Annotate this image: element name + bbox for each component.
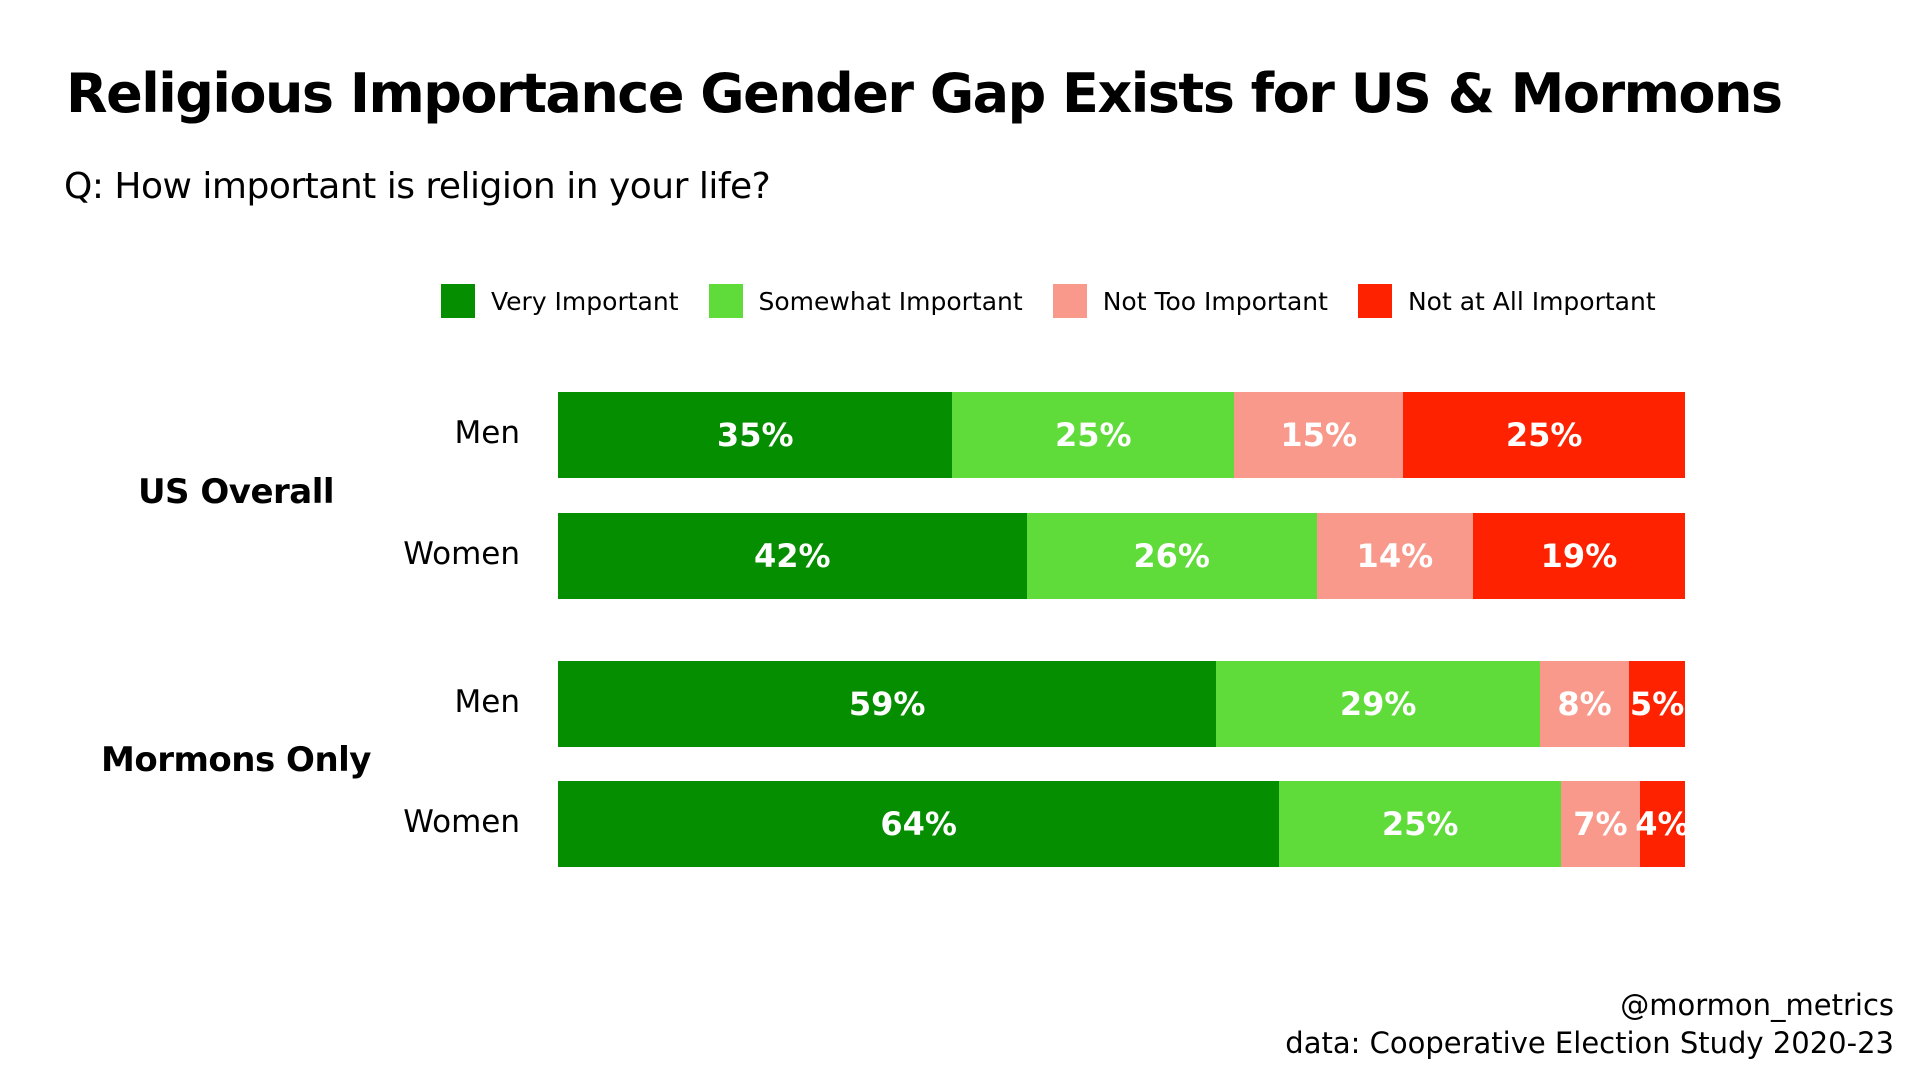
bar-segment: 42% (558, 513, 1027, 599)
bar-segment: 5% (1629, 661, 1685, 747)
bar-segment: 29% (1216, 661, 1540, 747)
footer-handle: @mormon_metrics (1620, 988, 1894, 1022)
bar-segment: 14% (1316, 513, 1473, 599)
bar-segment: 59% (558, 661, 1217, 747)
bar-segment: 25% (1403, 392, 1685, 478)
group-label: Mormons Only (101, 740, 371, 780)
legend-swatch (1052, 284, 1087, 318)
legend: Very Important Somewhat Important Not Too … (441, 284, 1686, 318)
bar-segment: 15% (1234, 392, 1404, 478)
legend-swatch (708, 284, 743, 318)
group-label: US Overall (137, 472, 335, 512)
bar-segment: 8% (1539, 661, 1630, 747)
row-label: Men (454, 684, 520, 720)
bar-segment: 4% (1635, 781, 1690, 867)
chart-title: Religious Importance Gender Gap Exists f… (66, 62, 1783, 125)
chart-subtitle: Q: How important is religion in your lif… (64, 166, 771, 207)
stacked-bar: 35% 25% 15% 25% (558, 392, 1685, 478)
legend-label: Not Too Important (1102, 286, 1328, 316)
legend-item: Not at All Important (1357, 284, 1656, 318)
legend-swatch (1357, 284, 1392, 318)
bar-segment: 64% (558, 781, 1280, 867)
legend-label: Somewhat Important (758, 286, 1023, 316)
bar-segment: 35% (558, 392, 953, 478)
legend-label: Very Important (491, 286, 679, 316)
legend-swatch (441, 284, 475, 318)
stacked-bar: 42% 26% 14% 19% (558, 513, 1685, 599)
stacked-bar: 64% 25% 7% 4% (558, 781, 1690, 867)
legend-item: Somewhat Important (708, 284, 1023, 318)
bar-segment: 7% (1561, 781, 1640, 867)
bar-segment: 25% (952, 392, 1235, 478)
footer-source: data: Cooperative Election Study 2020-23 (1285, 1026, 1894, 1060)
bar-segment: 19% (1472, 513, 1685, 599)
legend-label: Not at All Important (1407, 286, 1656, 316)
row-label: Men (454, 415, 520, 451)
stacked-bar: 59% 29% 8% 5% (558, 661, 1685, 747)
bar-segment: 25% (1279, 781, 1562, 867)
bar-segment: 26% (1026, 513, 1317, 599)
legend-item: Very Important (441, 284, 679, 318)
legend-item: Not Too Important (1052, 284, 1328, 318)
row-label: Women (403, 804, 520, 840)
row-label: Women (403, 536, 520, 572)
